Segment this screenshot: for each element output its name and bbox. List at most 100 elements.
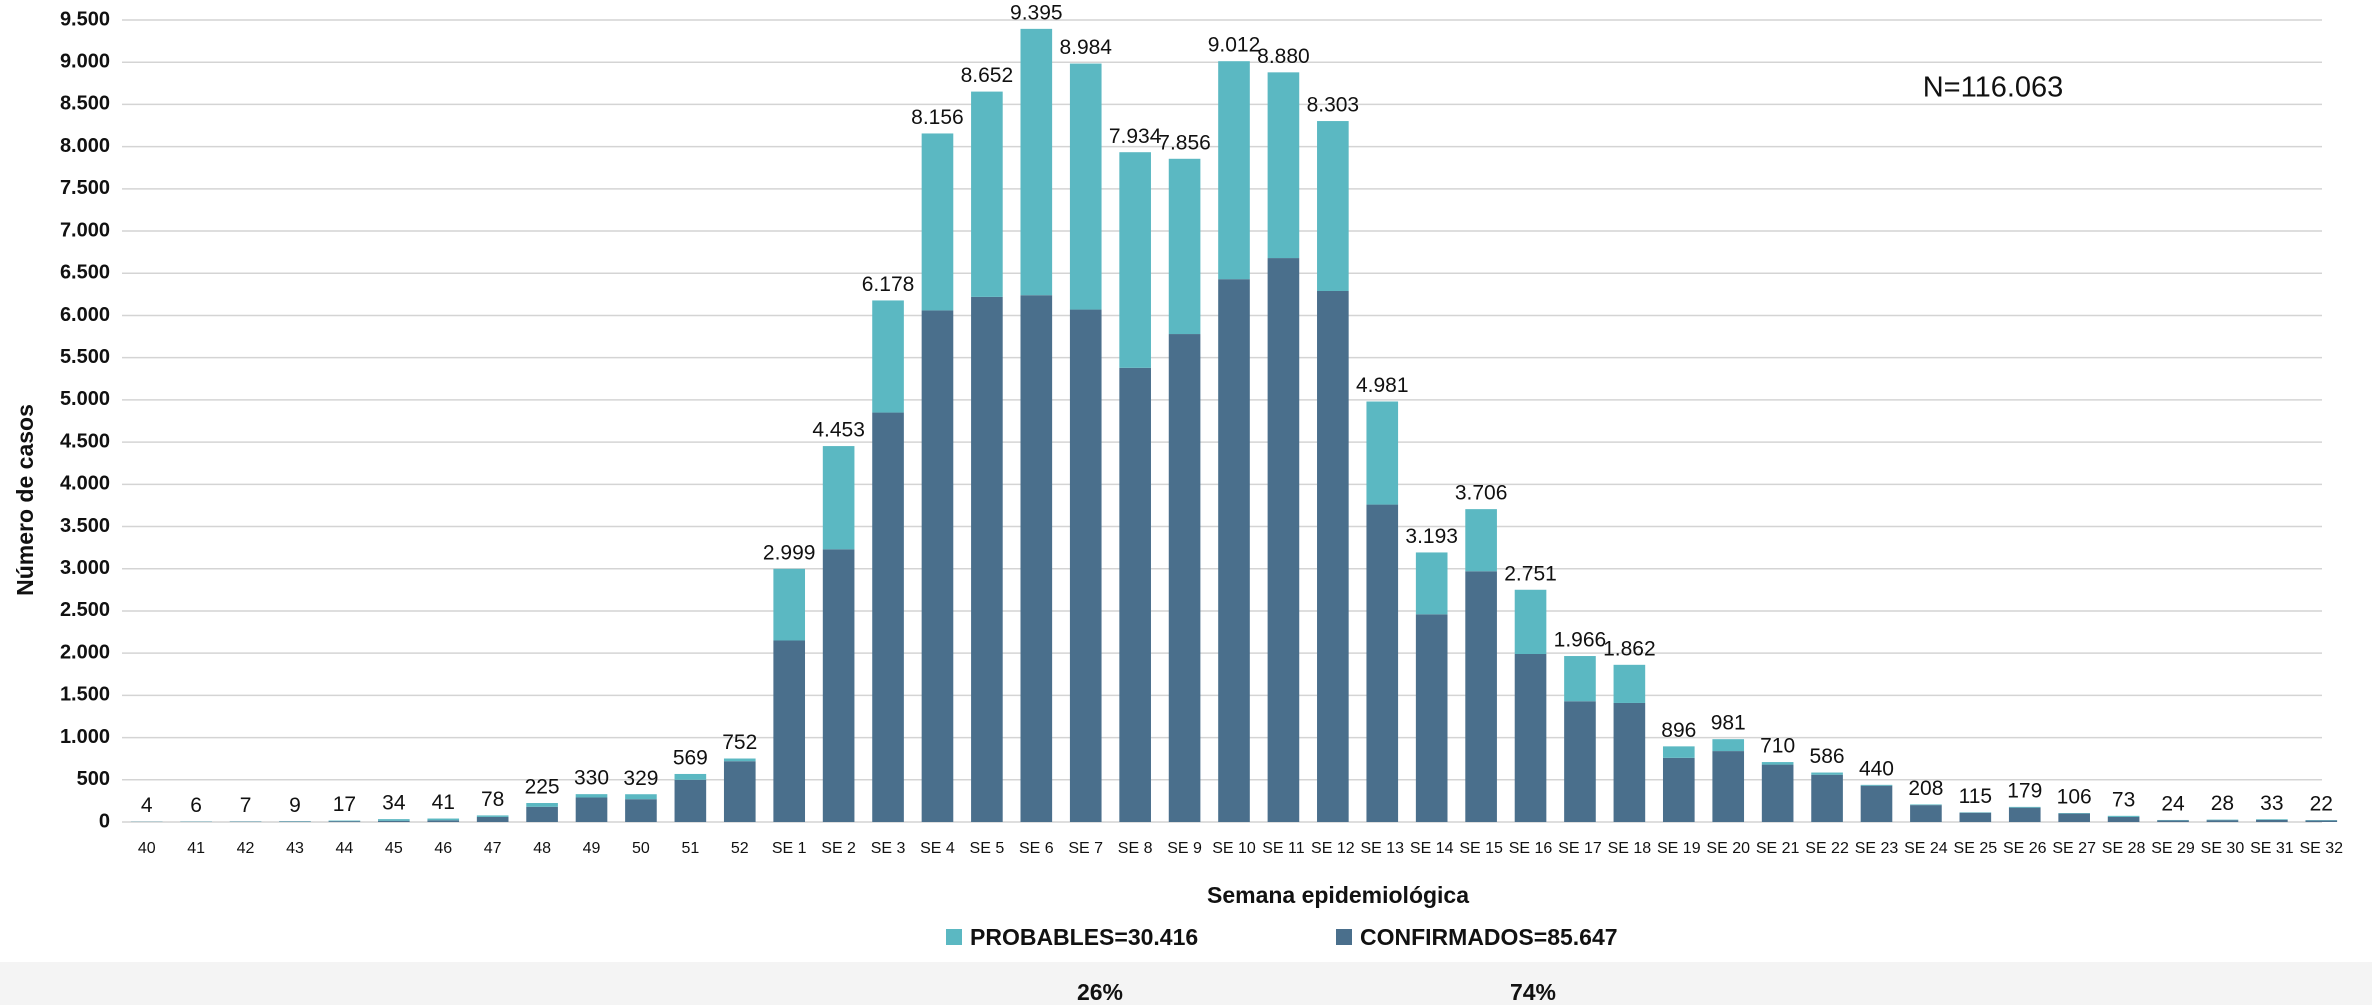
total-label: 33: [2260, 792, 2283, 815]
bar-segment: [427, 818, 460, 821]
y-tick-label: 1.500: [60, 684, 110, 706]
bar-segment: [1218, 279, 1250, 823]
legend-label: PROBABLES=30.416: [970, 924, 1198, 950]
bar-segment: [1020, 28, 1053, 296]
x-tick-label: SE 17: [1558, 840, 1602, 857]
bar-segment: [872, 412, 904, 822]
x-tick-label: SE 24: [1904, 840, 1948, 857]
bar-segment: [1662, 746, 1695, 758]
bar-segment: [822, 446, 855, 550]
total-label: 6: [190, 794, 202, 817]
y-tick-label: 9.500: [60, 8, 110, 30]
total-label: 4.981: [1356, 374, 1409, 397]
total-label: 2.751: [1504, 562, 1557, 585]
total-label: 3.193: [1405, 525, 1458, 548]
total-label: 981: [1711, 712, 1746, 735]
total-label: 1.966: [1554, 629, 1607, 652]
y-tick-label: 9.000: [60, 50, 110, 72]
total-label: 586: [1810, 745, 1845, 768]
bar-segment: [773, 568, 806, 641]
total-label: 2.999: [763, 541, 816, 564]
x-tick-label: SE 12: [1311, 840, 1355, 857]
total-label: 9: [289, 794, 301, 817]
y-tick-label: 3.000: [60, 557, 110, 579]
total-label: 7.856: [1158, 131, 1211, 154]
bar-segment: [1712, 751, 1745, 822]
total-label: 8.880: [1257, 45, 1310, 68]
total-label: 8.652: [961, 64, 1014, 87]
bar-segment: [1662, 757, 1695, 822]
total-label: 1.862: [1603, 637, 1656, 660]
bar-segment: [1761, 762, 1794, 765]
x-tick-label: 52: [731, 840, 749, 857]
x-tick-label: SE 3: [871, 840, 906, 857]
total-label: 225: [525, 776, 560, 799]
x-tick-label: 51: [681, 840, 699, 857]
total-label: 73: [2112, 788, 2135, 811]
bar-segment: [1613, 702, 1646, 822]
percent-label: 26%: [1077, 979, 1123, 1005]
x-tick-label: SE 21: [1756, 840, 1800, 857]
bar-segment: [1860, 785, 1893, 822]
x-tick-label: SE 11: [1262, 840, 1305, 857]
y-tick-label: 8.500: [60, 93, 110, 115]
x-tick-label: SE 6: [1019, 840, 1054, 857]
bar-segment: [1415, 614, 1448, 822]
bar-segment: [625, 794, 657, 800]
y-axis-title: Número de casos: [12, 404, 38, 596]
bar-segment: [1218, 61, 1250, 280]
bar-segment: [1613, 664, 1646, 703]
total-label: 6.178: [862, 273, 915, 296]
y-tick-label: 8.000: [60, 135, 110, 157]
bar-segment: [378, 820, 410, 822]
x-tick-label: SE 29: [2151, 840, 2195, 857]
x-tick-label: SE 8: [1118, 840, 1153, 857]
legend-swatch: [1336, 929, 1352, 945]
bar-segment: [1959, 812, 1992, 822]
x-tick-label: 48: [533, 840, 551, 857]
total-label: 752: [722, 731, 757, 754]
y-tick-label: 4.000: [60, 473, 110, 495]
bar-segment: [1168, 158, 1201, 335]
bar-segment: [2107, 815, 2140, 817]
total-label: 8.156: [911, 106, 964, 129]
x-tick-label: SE 2: [821, 840, 856, 857]
bar-segment: [575, 794, 608, 798]
bar-segment: [971, 296, 1003, 822]
x-tick-label: SE 16: [1509, 840, 1553, 857]
x-tick-label: SE 26: [2003, 840, 2047, 857]
total-label: 24: [2161, 793, 2185, 816]
y-tick-label: 5.500: [60, 346, 110, 368]
x-tick-label: SE 7: [1068, 840, 1103, 857]
x-tick-label: 40: [138, 840, 156, 857]
x-axis-title: Semana epidemiológica: [1207, 882, 1469, 908]
y-tick-label: 6.000: [60, 304, 110, 326]
x-tick-label: SE 32: [2299, 840, 2343, 857]
bar-segment: [427, 820, 460, 822]
annotation: N=116.063: [1923, 72, 2064, 104]
bar-segment: [1564, 701, 1596, 822]
bar-segment: [1415, 552, 1448, 615]
bar-segment: [625, 799, 657, 822]
bar-segment: [1860, 784, 1893, 786]
bar-segment: [1465, 509, 1497, 572]
bar-segment: [476, 816, 509, 822]
bar-segment: [378, 819, 410, 821]
legend-swatch: [946, 929, 962, 945]
bar-segment: [1514, 654, 1547, 822]
legend-label: CONFIRMADOS=85.647: [1360, 924, 1618, 950]
total-label: 330: [574, 767, 609, 790]
bar-segment: [328, 820, 361, 822]
bar-segment: [2305, 820, 2338, 822]
percent-label: 74%: [1510, 979, 1556, 1005]
bar-segment: [1910, 804, 1942, 806]
bar-segment: [822, 549, 855, 822]
bar-segment: [1465, 571, 1497, 822]
bar-segment: [1317, 290, 1349, 822]
total-label: 106: [2057, 786, 2092, 809]
total-label: 78: [481, 788, 504, 811]
total-label: 179: [2007, 779, 2042, 802]
total-label: 329: [623, 767, 658, 790]
x-tick-label: SE 31: [2250, 840, 2294, 857]
